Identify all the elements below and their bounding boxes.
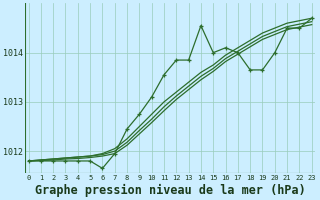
X-axis label: Graphe pression niveau de la mer (hPa): Graphe pression niveau de la mer (hPa) (35, 183, 306, 197)
